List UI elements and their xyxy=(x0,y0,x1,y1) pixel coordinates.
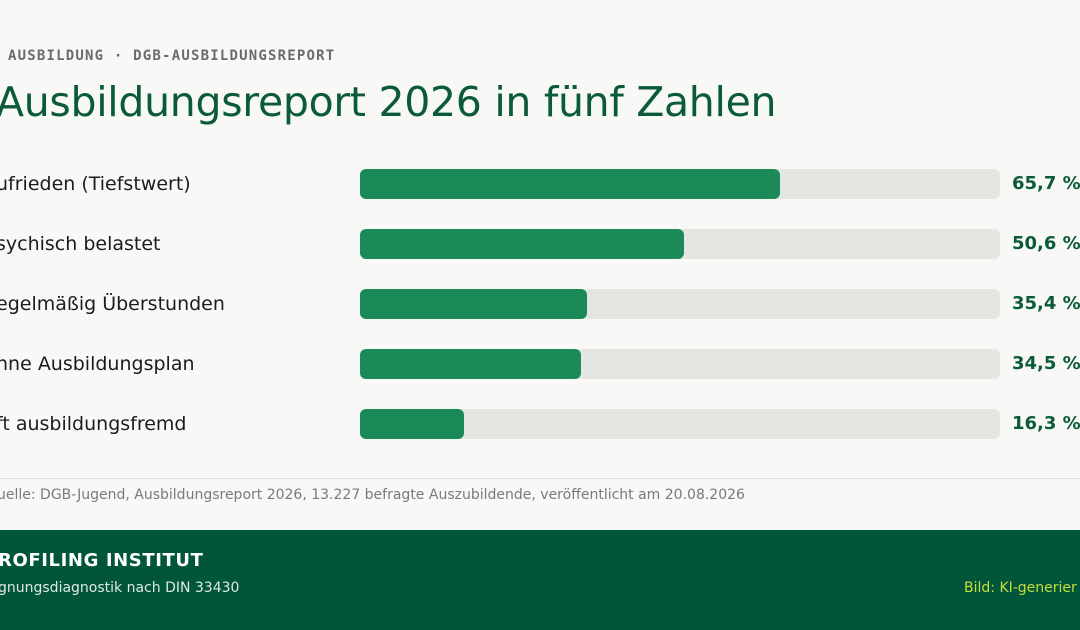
bar-track xyxy=(360,169,1000,199)
bar-label: ufrieden (Tiefstwert) xyxy=(0,173,191,195)
bar-value-label: 65,7 % xyxy=(1012,173,1080,194)
bar-label: sychisch belastet xyxy=(0,233,161,255)
bar-track xyxy=(360,289,1000,319)
bar-label: egelmäßig Überstunden xyxy=(0,293,225,315)
bar-row: hne Ausbildungsplan 34,5 % xyxy=(0,349,1080,379)
image-credit: Bild: KI-generier xyxy=(964,580,1077,596)
bar-row: ufrieden (Tiefstwert) 65,7 % xyxy=(0,169,1080,199)
bar-value-label: 35,4 % xyxy=(1012,293,1080,314)
bar xyxy=(360,229,684,259)
footer-subtitle: gnungsdiagnostik nach DIN 33430 xyxy=(0,580,240,596)
divider xyxy=(0,478,1080,479)
bar-row: sychisch belastet 50,6 % xyxy=(0,229,1080,259)
bar-row: ft ausbildungsfremd 16,3 % xyxy=(0,409,1080,439)
footer: ROFILING INSTITUT gnungsdiagnostik nach … xyxy=(0,530,1080,630)
bar-value-label: 16,3 % xyxy=(1012,413,1080,434)
bar xyxy=(360,169,781,199)
bar xyxy=(360,289,587,319)
bar-track xyxy=(360,409,1000,439)
bar xyxy=(360,409,465,439)
footer-brand: ROFILING INSTITUT xyxy=(0,550,204,571)
bar-track xyxy=(360,349,1000,379)
bar xyxy=(360,349,581,379)
bar-track xyxy=(360,229,1000,259)
bar-value-label: 50,6 % xyxy=(1012,233,1080,254)
bar-row: egelmäßig Überstunden 35,4 % xyxy=(0,289,1080,319)
bar-label: ft ausbildungsfremd xyxy=(0,413,187,435)
eyebrow-label: AUSBILDUNG · DGB-AUSBILDUNGSREPORT xyxy=(8,48,336,64)
bar-value-label: 34,5 % xyxy=(1012,353,1080,374)
bar-label: hne Ausbildungsplan xyxy=(0,353,195,375)
source-note: uelle: DGB-Jugend, Ausbildungsreport 202… xyxy=(0,487,745,503)
page-title: Ausbildungsreport 2026 in fünf Zahlen xyxy=(0,78,777,126)
